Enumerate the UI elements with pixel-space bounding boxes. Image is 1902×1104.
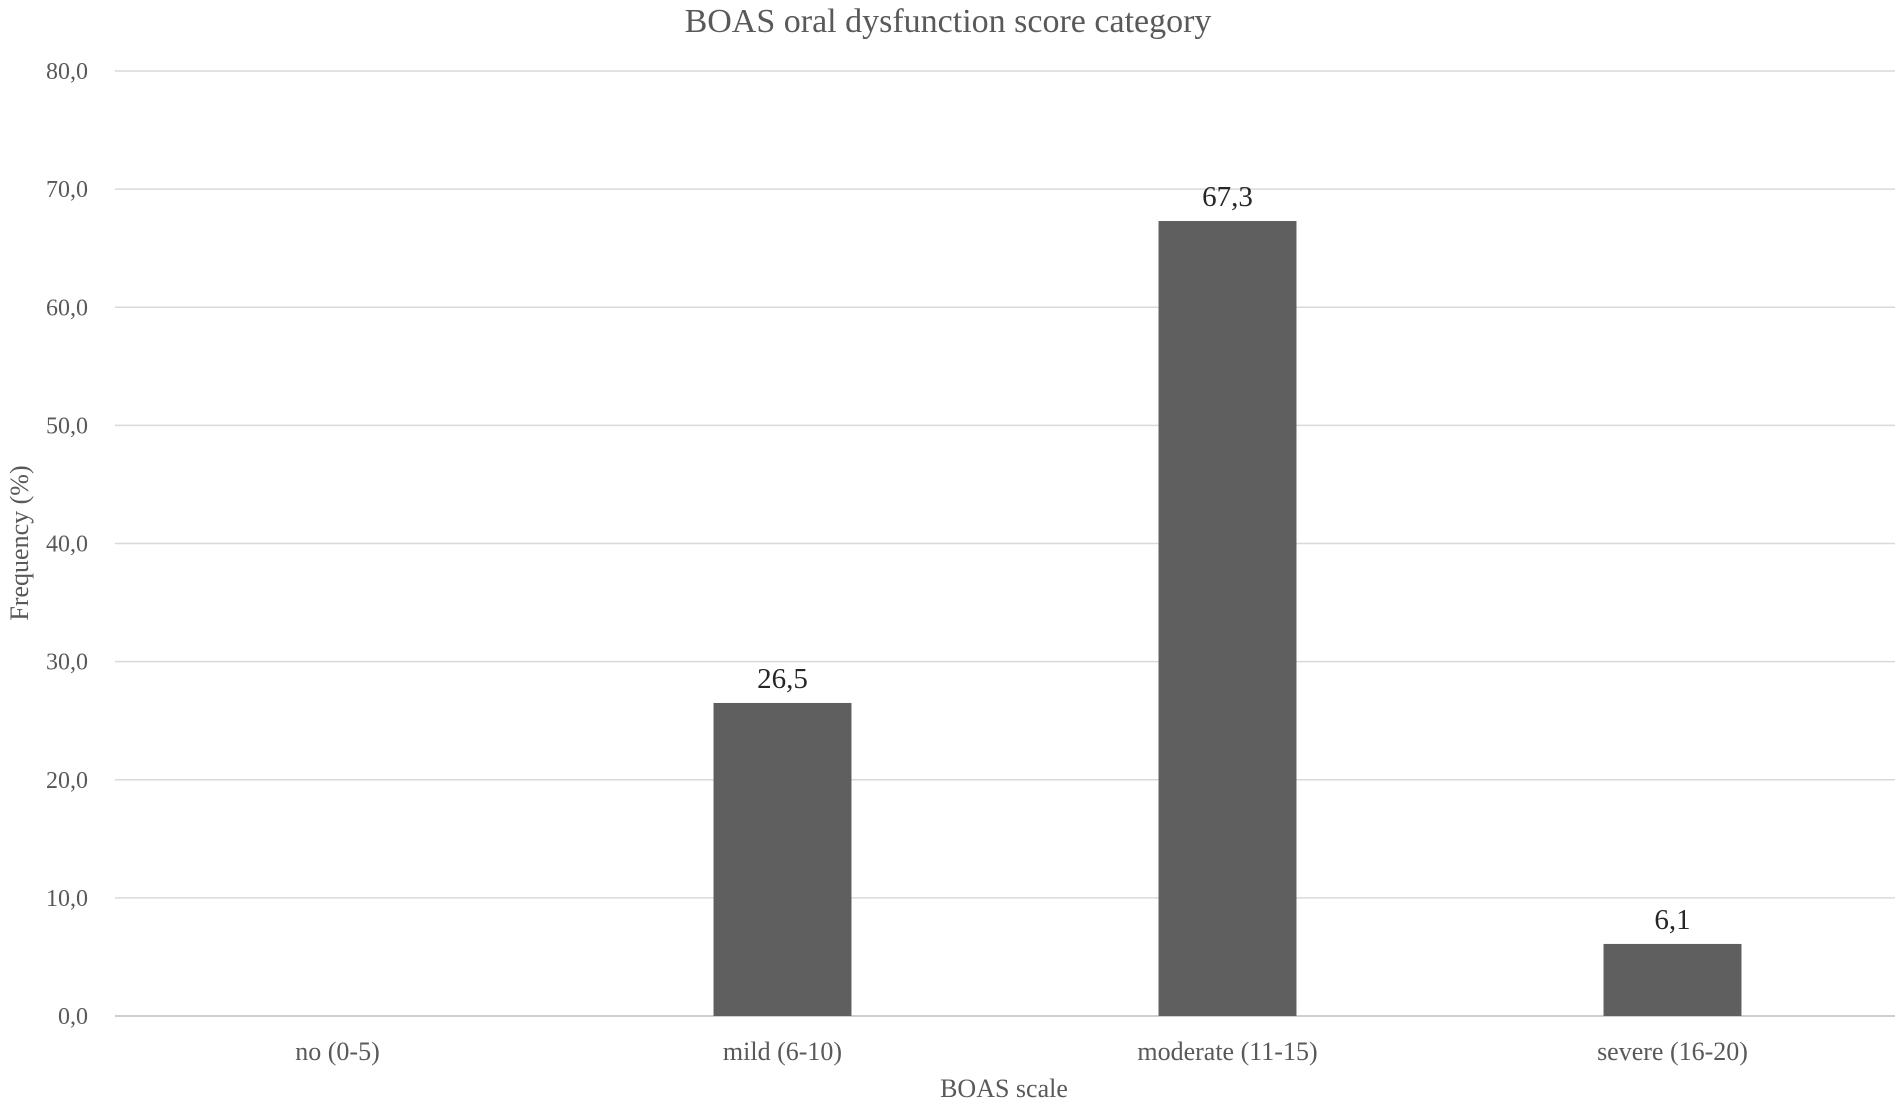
y-tick-label-7: 70,0: [46, 177, 88, 203]
y-tick-label-2: 20,0: [46, 768, 88, 794]
x-axis-categories: no (0-5) mild (6-10) moderate (11-15) sever…: [295, 1037, 1748, 1066]
y-tick-label-3: 30,0: [46, 650, 88, 676]
bar-1: [713, 702, 852, 1016]
y-tick-label-4: 40,0: [46, 532, 88, 558]
y-tick-label-0: 0,0: [58, 1004, 88, 1030]
y-tick-label-8: 80,0: [46, 59, 88, 85]
x-axis-title: BOAS scale: [940, 1074, 1068, 1103]
y-tick-label-1: 10,0: [46, 886, 88, 912]
data-label-3: 6,1: [1654, 904, 1690, 936]
bars: [713, 221, 1742, 1017]
y-tick-label-6: 60,0: [46, 295, 88, 321]
bar-2: [1158, 221, 1297, 1017]
y-tick-label-5: 50,0: [46, 413, 88, 439]
gridlines: [115, 70, 1895, 1017]
x-category-label-0: no (0-5): [295, 1037, 379, 1066]
y-axis-title: Frequency (%): [5, 465, 34, 620]
x-category-label-3: severe (16-20): [1597, 1037, 1748, 1066]
data-label-1: 26,5: [757, 663, 808, 695]
x-category-label-2: moderate (11-15): [1137, 1037, 1317, 1066]
chart-title: BOAS oral dysfunction score category: [685, 3, 1212, 40]
data-labels: 26,5 67,3 6,1: [757, 181, 1691, 936]
bar-3: [1603, 943, 1742, 1016]
x-category-label-1: mild (6-10): [723, 1037, 842, 1066]
y-axis-ticks: 0,0 10,0 20,0 30,0 40,0 50,0 60,0 70,0 80,0: [46, 59, 88, 1030]
data-label-2: 67,3: [1202, 181, 1253, 213]
